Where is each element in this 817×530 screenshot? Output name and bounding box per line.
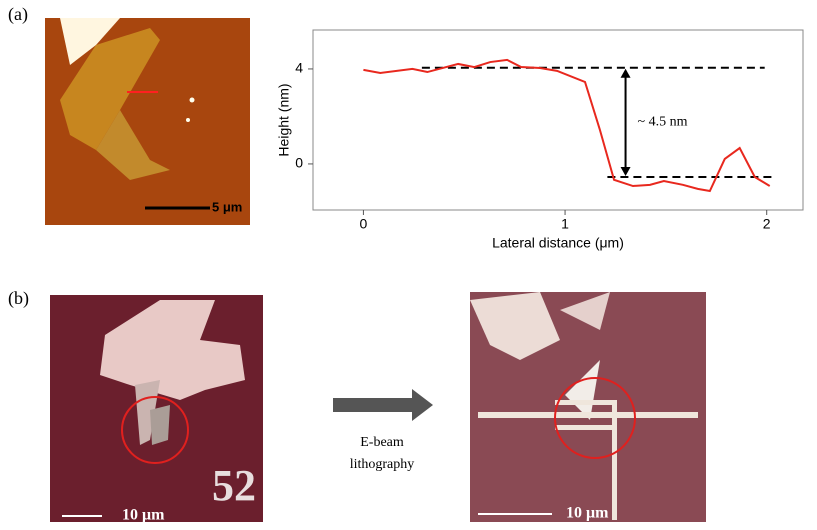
panel-label: (a) [8,4,28,25]
panel-label: (b) [8,288,29,309]
afm-image: 5 μm [45,18,250,225]
data-line [363,60,769,191]
y-axis-label: Height (nm) [276,83,292,156]
figure: (a) (b) 5 μm Height (nm) Lateral distanc… [0,0,817,530]
scale-bar-label: 10 μm [122,507,165,524]
process-arrow [333,389,433,421]
plot-frame [313,30,803,210]
arrow-head [621,69,631,78]
scale-bar-label: 10 μm [566,505,609,522]
optical-image-before: 10 μm 52 [50,295,263,524]
x-tick-label: 1 [561,216,569,232]
x-tick-label: 0 [360,216,368,232]
x-axis-label: Lateral distance (μm) [492,235,624,251]
x-tick-label: 2 [763,216,771,232]
y-tick-label: 0 [295,155,303,171]
arrow-text: lithography [350,457,415,472]
chip-mark: 52 [212,461,256,510]
arrow-text: E-beam [360,435,404,450]
optical-image-after: 10 μm [470,292,706,522]
scale-bar-label: 5 μm [212,199,242,214]
y-tick-label: 4 [295,60,303,76]
arrow-head [621,167,631,176]
annotation: ~ 4.5 nm [638,115,688,130]
